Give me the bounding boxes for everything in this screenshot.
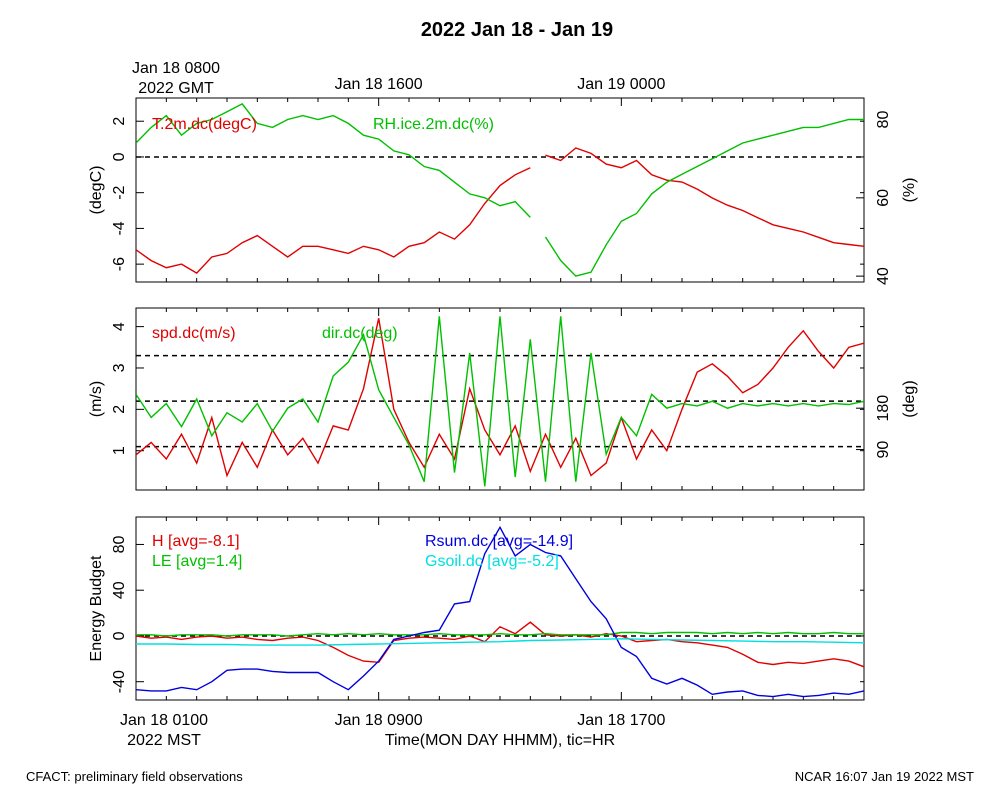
y-tick-label-left: -4 [111,221,128,235]
legend-label: H [avg=-8.1] [152,533,240,550]
top-axis-tick-label: Jan 19 0000 [577,76,665,93]
y-tick-label-left: 0 [111,631,128,640]
top-axis-tick-label: Jan 18 0800 [132,60,220,77]
y-axis-title-left: Energy Budget [88,555,105,661]
series-line-0-0 [136,147,864,274]
panel-frame [135,307,865,491]
y-tick-label-left: 40 [111,581,128,599]
y-tick-label-left: 3 [111,363,128,372]
y-tick-label-left: 80 [111,535,128,553]
y-tick-label-left: -6 [111,257,128,271]
series-line-2-1 [136,631,864,637]
legend-label: Rsum.dc [avg=-14.9] [425,533,573,550]
series-group [136,103,864,277]
series-line-2-0 [136,621,864,668]
footer-right: NCAR 16:07 Jan 19 2022 MST [795,769,974,784]
bottom-axis-tick-label: Jan 18 0100 [120,712,208,729]
y-axis-title-right: (deg) [901,380,918,417]
y-axis-title-left: (m/s) [88,381,105,417]
y-axis-title-right: (%) [901,178,918,203]
top-axis-tick-label: Jan 18 1600 [335,76,423,93]
y-axis-title-left: (degC) [88,166,105,215]
bottom-axis-tick-label: Jan 18 1700 [577,712,665,729]
bottom-axis-tick-label: 2022 MST [127,732,201,749]
series-line-2-2 [136,525,864,698]
y-tick-label-right: 80 [875,111,892,129]
series-line-2-3 [136,638,864,646]
series-group [136,316,864,487]
legend-label: spd.dc(m/s) [152,325,236,342]
y-tick-label-right: 40 [875,267,892,285]
series-line-1-1 [136,316,864,487]
series-line-1-0 [136,318,864,478]
series-line-0-1 [136,103,864,277]
legend-label: Gsoil.dc [avg=-5.2] [425,553,559,570]
bottom-axis-tick-label: Jan 18 0900 [335,712,423,729]
legend-label: RH.ice.2m.dc(%) [373,116,494,133]
y-tick-label-left: 2 [111,405,128,414]
y-tick-label-right: 60 [875,189,892,207]
series-group [136,525,864,698]
y-tick-label-left: 1 [111,446,128,455]
footer-left: CFACT: preliminary field observations [26,769,243,784]
y-tick-label-left: -40 [111,670,128,693]
y-tick-label-left: 2 [111,117,128,126]
y-tick-label-right: 90 [875,441,892,459]
y-tick-label-left: 0 [111,152,128,161]
legend-label: LE [avg=1.4] [152,553,242,570]
legend-label: dir.dc(deg) [322,325,398,342]
y-tick-label-left: 4 [111,322,128,331]
legend-label: T.2m.dc(degC) [152,116,257,133]
y-tick-label-left: -2 [111,185,128,199]
top-axis-tick-label: 2022 GMT [138,80,214,97]
y-tick-label-right: 180 [875,395,892,422]
chart-title: 2022 Jan 18 - Jan 19 [421,19,613,41]
x-axis-title: Time(MON DAY HHMM), tic=HR [385,732,615,749]
